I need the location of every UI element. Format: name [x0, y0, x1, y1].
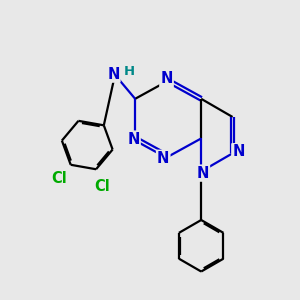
Text: N: N	[107, 67, 119, 82]
Text: N: N	[232, 144, 245, 159]
Text: N: N	[160, 71, 173, 86]
Text: H: H	[123, 65, 134, 78]
Text: Cl: Cl	[94, 179, 110, 194]
Text: N: N	[157, 151, 169, 166]
Text: N: N	[127, 132, 140, 147]
Text: N: N	[197, 166, 209, 181]
Text: Cl: Cl	[51, 171, 67, 186]
